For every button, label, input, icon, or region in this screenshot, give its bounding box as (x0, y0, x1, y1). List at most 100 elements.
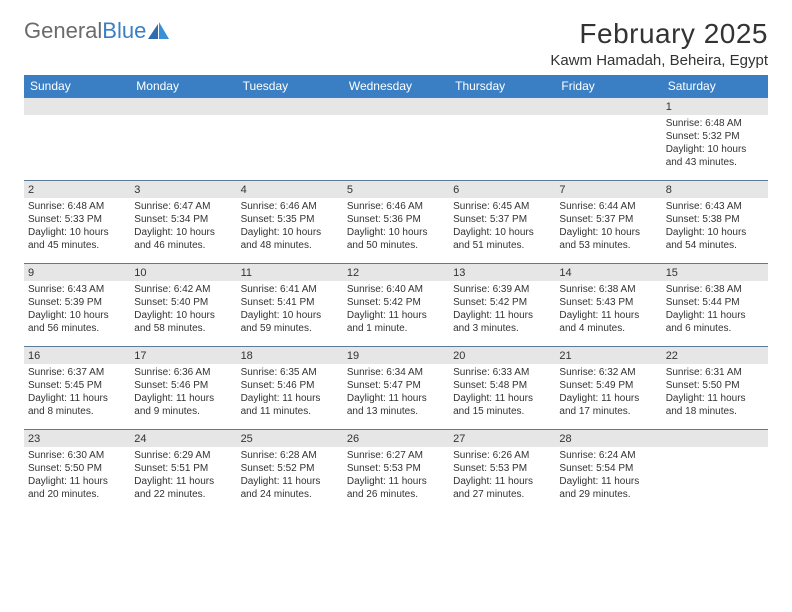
sunset-text: Sunset: 5:39 PM (28, 296, 126, 309)
logo-text-blue: Blue (102, 18, 146, 44)
daylight-text: Daylight: 11 hours and 22 minutes. (134, 475, 232, 501)
daylight-text: Daylight: 11 hours and 6 minutes. (666, 309, 764, 335)
daylight-text: Daylight: 10 hours and 45 minutes. (28, 226, 126, 252)
day-cell: 1Sunrise: 6:48 AMSunset: 5:32 PMDaylight… (662, 98, 768, 180)
sunrise-text: Sunrise: 6:45 AM (453, 200, 551, 213)
day-cell: 21Sunrise: 6:32 AMSunset: 5:49 PMDayligh… (555, 347, 661, 429)
day-number: 27 (449, 430, 555, 447)
sunrise-text: Sunrise: 6:29 AM (134, 449, 232, 462)
daylight-text: Daylight: 10 hours and 59 minutes. (241, 309, 339, 335)
day-number: 7 (555, 181, 661, 198)
sunrise-text: Sunrise: 6:38 AM (559, 283, 657, 296)
sunset-text: Sunset: 5:35 PM (241, 213, 339, 226)
sunset-text: Sunset: 5:54 PM (559, 462, 657, 475)
day-content: Sunrise: 6:37 AMSunset: 5:45 PMDaylight:… (24, 364, 130, 422)
day-content (237, 115, 343, 121)
daylight-text: Daylight: 11 hours and 13 minutes. (347, 392, 445, 418)
daylight-text: Daylight: 11 hours and 8 minutes. (28, 392, 126, 418)
sunrise-text: Sunrise: 6:41 AM (241, 283, 339, 296)
day-cell: 24 Sunrise: 6:29 AMSunset: 5:51 PMDayligh… (130, 430, 236, 512)
day-content: Sunrise: 6:46 AMSunset: 5:35 PMDaylight:… (237, 198, 343, 256)
sunrise-text: Sunrise: 6:39 AM (453, 283, 551, 296)
day-cell: 27Sunrise: 6:26 AMSunset: 5:53 PMDayligh… (449, 430, 555, 512)
day-cell: 22Sunrise: 6:31 AMSunset: 5:50 PMDayligh… (662, 347, 768, 429)
day-cell (662, 430, 768, 512)
sunset-text: Sunset: 5:37 PM (453, 213, 551, 226)
sunrise-text: Sunrise: 6:48 AM (666, 117, 764, 130)
weekday-header: Tuesday (237, 75, 343, 97)
sunset-text: Sunset: 5:42 PM (347, 296, 445, 309)
day-number (130, 98, 236, 115)
day-number: 20 (449, 347, 555, 364)
sunrise-text: Sunrise: 6:42 AM (134, 283, 232, 296)
weekday-header: Wednesday (343, 75, 449, 97)
daylight-text: Daylight: 11 hours and 4 minutes. (559, 309, 657, 335)
sunrise-text: Sunrise: 6:24 AM (559, 449, 657, 462)
day-number: 4 (237, 181, 343, 198)
weekday-header: Monday (130, 75, 236, 97)
day-cell: 6Sunrise: 6:45 AMSunset: 5:37 PMDaylight… (449, 181, 555, 263)
sunset-text: Sunset: 5:51 PM (134, 462, 232, 475)
location-text: Kawm Hamadah, Beheira, Egypt (550, 52, 768, 69)
day-cell: 8Sunrise: 6:43 AMSunset: 5:38 PMDaylight… (662, 181, 768, 263)
day-number: 24 (130, 430, 236, 447)
sunrise-text: Sunrise: 6:43 AM (28, 283, 126, 296)
month-title: February 2025 (550, 18, 768, 50)
day-number (237, 98, 343, 115)
sunset-text: Sunset: 5:53 PM (453, 462, 551, 475)
day-content (343, 115, 449, 121)
sunset-text: Sunset: 5:46 PM (134, 379, 232, 392)
day-content: Sunrise: 6:35 AMSunset: 5:46 PMDaylight:… (237, 364, 343, 422)
daylight-text: Daylight: 11 hours and 15 minutes. (453, 392, 551, 418)
daylight-text: Daylight: 11 hours and 18 minutes. (666, 392, 764, 418)
day-content (555, 115, 661, 121)
sunset-text: Sunset: 5:33 PM (28, 213, 126, 226)
day-cell (24, 98, 130, 180)
logo-sail-icon (148, 22, 170, 40)
day-cell (555, 98, 661, 180)
sunset-text: Sunset: 5:42 PM (453, 296, 551, 309)
sunset-text: Sunset: 5:44 PM (666, 296, 764, 309)
daylight-text: Daylight: 11 hours and 26 minutes. (347, 475, 445, 501)
day-content: Sunrise: 6:32 AMSunset: 5:49 PMDaylight:… (555, 364, 661, 422)
daylight-text: Daylight: 10 hours and 58 minutes. (134, 309, 232, 335)
day-number (24, 98, 130, 115)
day-content: Sunrise: 6:38 AMSunset: 5:44 PMDaylight:… (662, 281, 768, 339)
day-number: 17 (130, 347, 236, 364)
sunrise-text: Sunrise: 6:31 AM (666, 366, 764, 379)
day-number: 12 (343, 264, 449, 281)
logo: GeneralBlue (24, 18, 170, 44)
day-cell: 11Sunrise: 6:41 AMSunset: 5:41 PMDayligh… (237, 264, 343, 346)
day-number: 26 (343, 430, 449, 447)
sunset-text: Sunset: 5:34 PM (134, 213, 232, 226)
day-cell: 19Sunrise: 6:34 AMSunset: 5:47 PMDayligh… (343, 347, 449, 429)
day-number (449, 98, 555, 115)
day-number: 23 (24, 430, 130, 447)
day-cell: 13Sunrise: 6:39 AMSunset: 5:42 PMDayligh… (449, 264, 555, 346)
sunset-text: Sunset: 5:38 PM (666, 213, 764, 226)
sunset-text: Sunset: 5:49 PM (559, 379, 657, 392)
day-cell: 26Sunrise: 6:27 AMSunset: 5:53 PMDayligh… (343, 430, 449, 512)
day-content: Sunrise: 6:42 AMSunset: 5:40 PMDaylight:… (130, 281, 236, 339)
day-content: Sunrise: 6:28 AMSunset: 5:52 PMDaylight:… (237, 447, 343, 505)
day-content (662, 447, 768, 453)
day-cell: 10Sunrise: 6:42 AMSunset: 5:40 PMDayligh… (130, 264, 236, 346)
daylight-text: Daylight: 11 hours and 9 minutes. (134, 392, 232, 418)
day-cell: 14 Sunrise: 6:38 AMSunset: 5:43 PMDayligh… (555, 264, 661, 346)
day-content: Sunrise: 6:36 AMSunset: 5:46 PMDaylight:… (130, 364, 236, 422)
day-content: Sunrise: 6:39 AMSunset: 5:42 PMDaylight:… (449, 281, 555, 339)
day-content: Sunrise: 6:40 AMSunset: 5:42 PMDaylight:… (343, 281, 449, 339)
sunrise-text: Sunrise: 6:32 AM (559, 366, 657, 379)
day-number: 6 (449, 181, 555, 198)
sunset-text: Sunset: 5:43 PM (559, 296, 657, 309)
day-number: 25 (237, 430, 343, 447)
day-number: 10 (130, 264, 236, 281)
daylight-text: Daylight: 10 hours and 54 minutes. (666, 226, 764, 252)
day-number: 14 (555, 264, 661, 281)
day-content: Sunrise: 6:45 AMSunset: 5:37 PMDaylight:… (449, 198, 555, 256)
day-content: Sunrise: 6:24 AMSunset: 5:54 PMDaylight:… (555, 447, 661, 505)
sunrise-text: Sunrise: 6:34 AM (347, 366, 445, 379)
sunrise-text: Sunrise: 6:38 AM (666, 283, 764, 296)
sunset-text: Sunset: 5:45 PM (28, 379, 126, 392)
day-cell (130, 98, 236, 180)
